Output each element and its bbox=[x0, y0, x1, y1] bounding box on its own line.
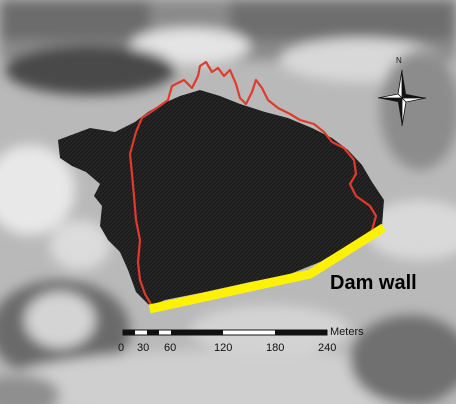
scale-tick-label: 180 bbox=[266, 342, 285, 354]
scale-unit-label: Meters bbox=[330, 326, 364, 338]
north-arrow-icon bbox=[377, 69, 427, 127]
dam-wall-label: Dam wall bbox=[330, 272, 417, 294]
reservoir-boundary bbox=[128, 60, 378, 307]
scale-bar bbox=[122, 329, 328, 336]
scale-tick-label: 240 bbox=[318, 342, 337, 354]
north-label: N bbox=[396, 56, 402, 65]
scale-tick-label: 30 bbox=[137, 342, 150, 354]
scale-tick-label: 0 bbox=[118, 342, 125, 354]
scale-tick-label: 120 bbox=[214, 342, 233, 354]
dam-wall-line bbox=[148, 223, 387, 314]
scale-tick-label: 60 bbox=[164, 342, 177, 354]
